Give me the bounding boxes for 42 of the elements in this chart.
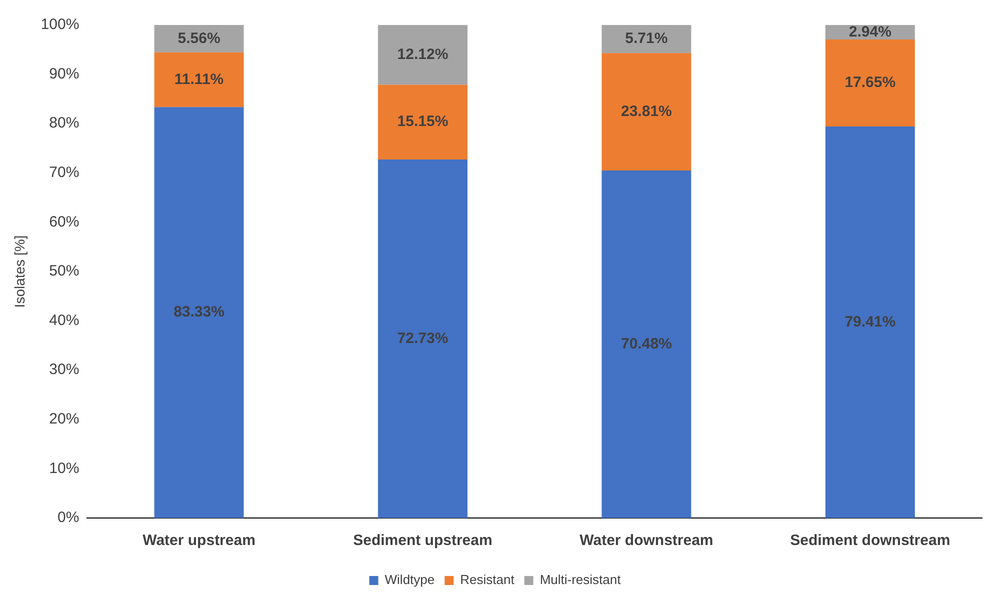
data-label: 12.12% — [397, 46, 448, 64]
data-label: 83.33% — [174, 304, 224, 321]
bar — [602, 53, 692, 171]
data-label: 17.65% — [844, 74, 896, 92]
bar — [154, 107, 244, 518]
bar — [602, 25, 692, 54]
legend-label: Resistant — [460, 572, 515, 588]
x-tick-label: Water downstream — [580, 532, 714, 550]
y-tick-label: 70% — [49, 164, 80, 182]
y-tick-label: 60% — [49, 213, 80, 230]
bar — [825, 126, 915, 518]
y-tick-label: 50% — [49, 262, 80, 280]
x-tick-label: Sediment upstream — [353, 532, 492, 550]
x-tick-label: Water upstream — [142, 532, 256, 550]
legend-label: Wildtype — [384, 572, 435, 588]
data-label: 2.94% — [848, 23, 892, 40]
data-label: 5.71% — [625, 30, 668, 48]
bar — [154, 25, 244, 52]
data-label: 5.56% — [178, 30, 220, 47]
y-tick-label: 0% — [57, 509, 80, 526]
y-tick-label: 100% — [40, 16, 80, 34]
bar — [825, 39, 915, 127]
bar — [154, 52, 244, 108]
y-tick-label: 90% — [49, 65, 80, 82]
data-label: 70.48% — [621, 335, 672, 352]
data-label: 72.73% — [397, 330, 448, 347]
y-tick-label: 80% — [49, 114, 80, 132]
y-tick-label: 30% — [49, 361, 80, 378]
bar — [378, 159, 468, 518]
bar — [602, 170, 692, 518]
bar — [378, 84, 468, 160]
bar — [378, 25, 468, 85]
data-label: 11.11% — [174, 70, 224, 88]
y-tick-label: 40% — [49, 312, 80, 329]
data-label: 15.15% — [397, 113, 448, 130]
y-axis-title: Isolates [%] — [11, 235, 28, 308]
y-tick-label: 20% — [49, 410, 80, 428]
legend-label: Multi-resistant — [540, 572, 622, 588]
data-label: 79.41% — [844, 313, 896, 330]
x-tick-label: Sediment downstream — [790, 532, 950, 550]
data-label: 23.81% — [621, 102, 672, 120]
y-tick-label: 10% — [49, 460, 80, 477]
